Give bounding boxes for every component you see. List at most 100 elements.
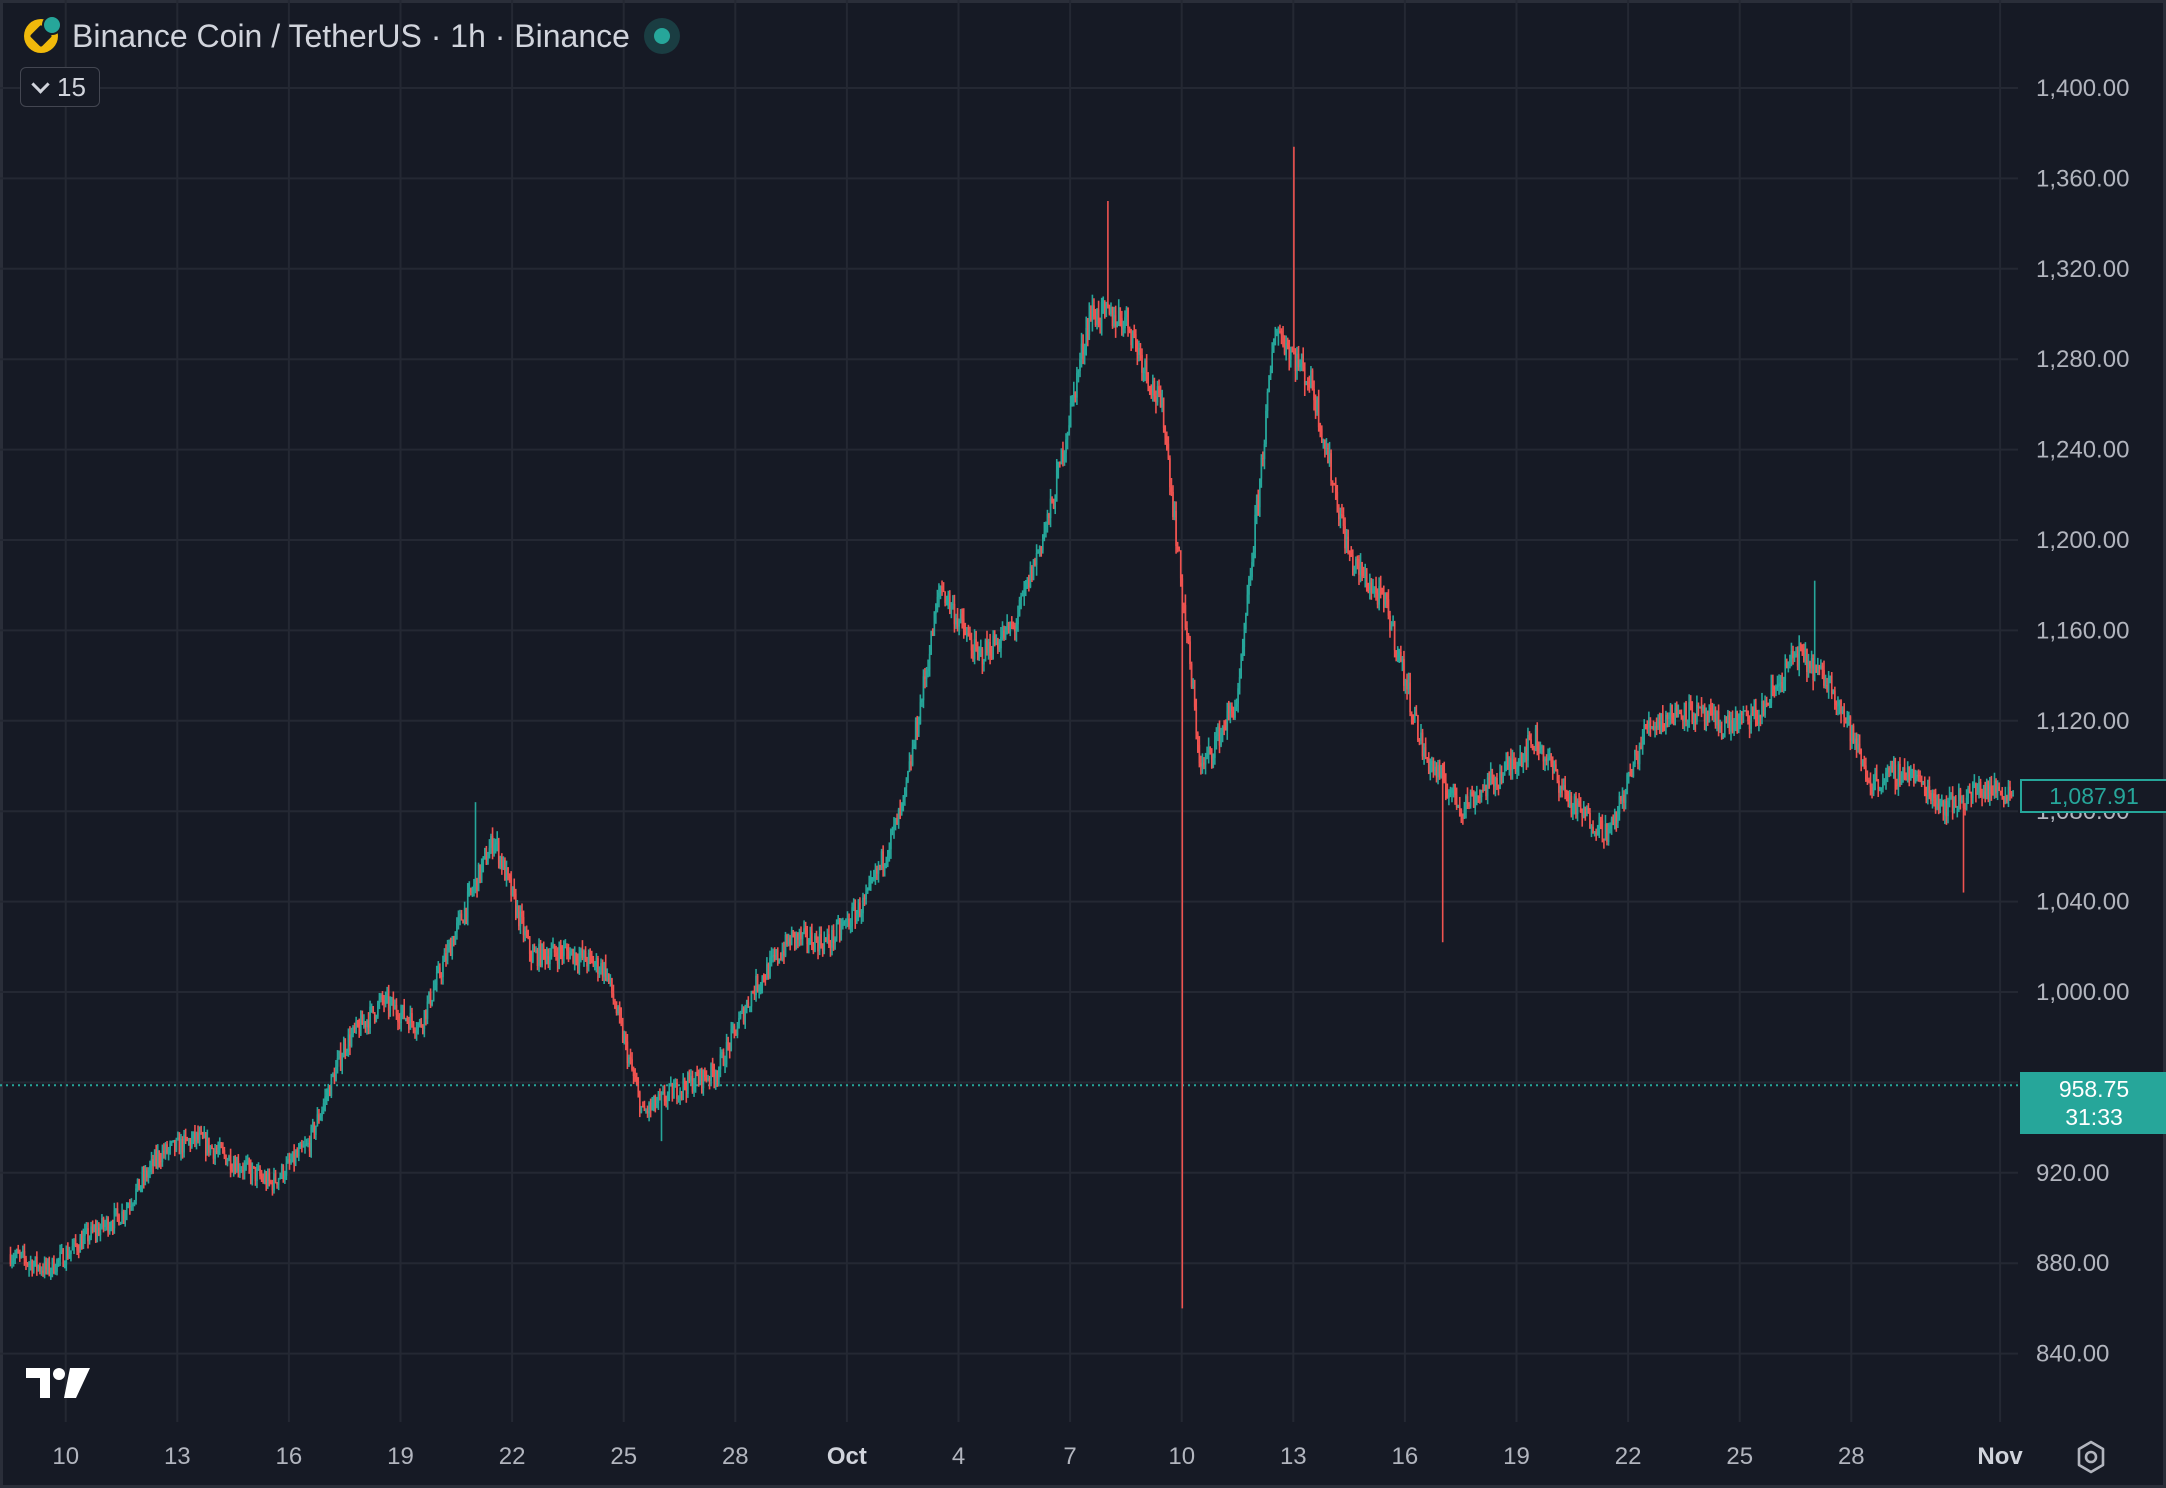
candle-body [1122,328,1125,330]
candle-body [99,1228,102,1236]
candle-body [1951,793,1954,813]
candle-body [718,1069,720,1080]
tradingview-logo-icon[interactable] [26,1366,90,1400]
candle-body [1445,782,1447,791]
candle-body [801,932,804,939]
candle-body [1204,757,1207,765]
market-status-dot-icon[interactable] [643,18,680,54]
candle-body [1806,648,1808,673]
candle-body [823,938,826,951]
candle-body [1917,774,1920,777]
candle-body [1404,679,1407,686]
candle-body [1875,773,1878,781]
candle-body [1166,437,1168,444]
candle-body [1824,684,1827,687]
candle-body [487,858,489,865]
candle-body [795,933,798,944]
candle-body [570,949,573,952]
candle-body [1818,666,1821,669]
candle-body [1496,777,1498,786]
candle-body [127,1205,130,1208]
candle-body [1519,754,1521,762]
candle-body [420,1021,423,1027]
candle-body [1829,675,1831,679]
candle-body [1586,807,1588,817]
candle-body [842,923,844,927]
candle-body [608,973,610,981]
candle-body [764,979,767,981]
candle-body [1674,707,1676,725]
candle-body [1713,709,1715,716]
candle-body [535,949,537,952]
candle-body [477,864,480,892]
y-axis-tick-label: 1,400.00 [2036,75,2129,102]
candle-body [1090,310,1092,321]
candle-body [87,1228,89,1242]
candle-body [580,949,582,956]
candle-body [1748,721,1751,729]
candle-body [406,1018,409,1021]
candle-body [615,1008,618,1014]
candle-body [1894,765,1897,785]
candle-body [242,1169,244,1173]
candle-body [1373,586,1376,589]
gear-icon[interactable] [2074,1440,2108,1474]
candle-body [843,921,846,924]
candle-body [1686,720,1689,722]
candle-body [1507,760,1509,767]
candle-body [749,1006,751,1008]
candle-body [521,911,523,917]
candle-body [1105,303,1108,309]
candle-body [848,918,850,927]
candle-body [966,633,968,636]
candle-body [1768,703,1771,706]
candle-body [211,1146,213,1149]
candle-body [809,932,812,945]
candle-body [1720,725,1723,737]
candle-body [1658,719,1661,725]
candle-body [882,851,884,869]
candle-body [1764,703,1766,715]
candle-body [1037,551,1039,554]
candle-body [119,1222,122,1225]
candle-body [1190,664,1193,688]
candle-body [96,1227,99,1235]
candle-body [1148,386,1151,392]
candle-body [550,948,553,957]
candle-body [1592,826,1594,834]
candle-body [1724,722,1726,734]
candle-body [1581,811,1583,817]
candle-body [1327,448,1329,464]
candle-body [727,1042,729,1044]
candle-body [1693,721,1695,723]
candle-body [986,640,988,653]
candle-body [1846,719,1849,721]
candle-body [1303,367,1306,385]
candle-body [1948,796,1951,801]
indicators-toggle-button[interactable]: 15 [20,67,100,107]
candle-body [1544,758,1546,762]
candle-body [1017,615,1019,625]
x-axis-tick-label: 4 [952,1443,965,1470]
candle-body [308,1142,311,1152]
candle-body [1452,783,1455,790]
candle-body [1020,595,1022,600]
current-price-label: 958.75 31:33 [2020,1072,2166,1134]
candle-body [1409,682,1411,713]
y-axis-tick-label: 1,000.00 [2036,979,2129,1006]
candle-body [1844,717,1847,721]
candle-body [556,956,559,964]
candle-body [838,922,841,935]
candle-body [347,1034,350,1052]
candle-body [1820,665,1822,668]
symbol-title[interactable]: Binance Coin / TetherUS · 1h · Binance [72,17,630,54]
candle-body [984,640,987,662]
candle-body [1711,713,1714,716]
candle-body [1434,766,1436,772]
candle-body [1675,707,1678,716]
candle-body [538,943,540,966]
candle-body [1513,759,1515,766]
candle-body [383,999,385,1005]
candle-body [1331,481,1334,485]
